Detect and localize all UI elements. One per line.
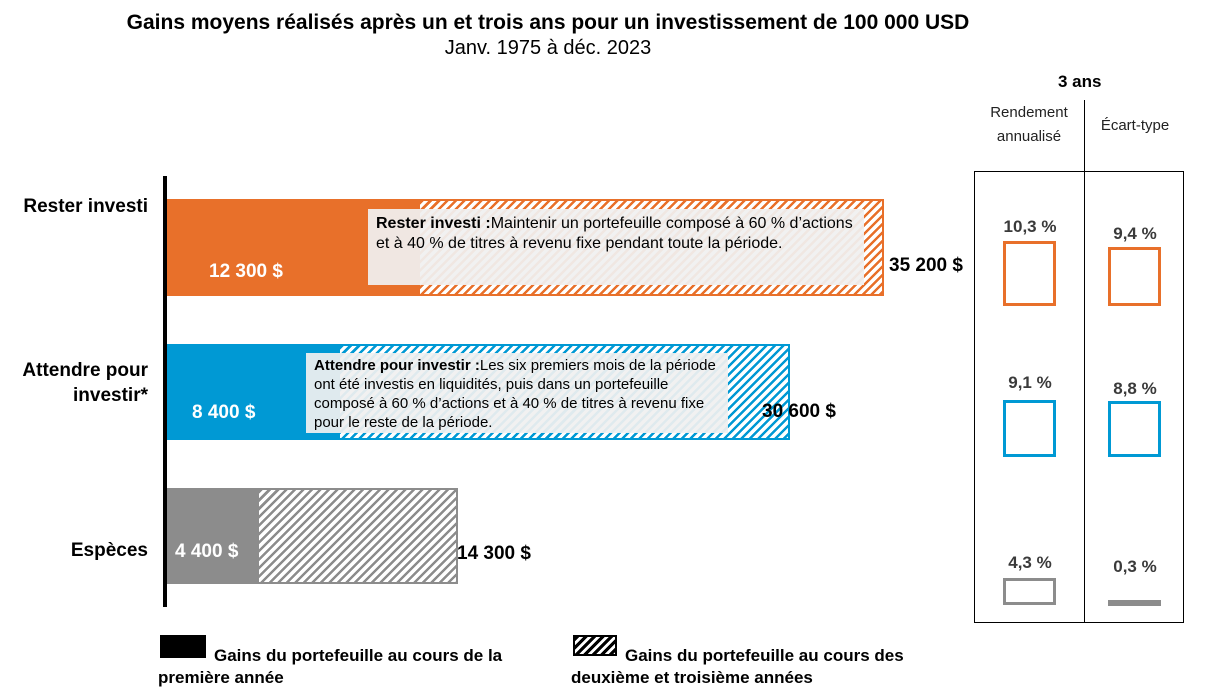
data-label-first-year-rester: 12 300 $ [209,261,283,282]
legend-label-later-years: Gains du portefeuille au cours des deuxi… [571,646,904,687]
annotation-title: Rester investi : [376,215,491,232]
stat-return-box-attendre [1003,399,1056,457]
legend-swatch-hatched [573,635,617,656]
stat-stdev-box-especes [1108,600,1161,606]
annotation-rester-investi: Rester investi :Maintenir un portefeuill… [368,209,864,285]
stat-stdev-label-especes: 0,3 % [1113,557,1157,576]
stat-return-label-especes: 4,3 % [1008,553,1052,572]
stats-column-ecart-type: Écart-type [1100,117,1170,134]
chart-title: Gains moyens réalisés après un et trois … [126,11,970,34]
panel-divider [1084,171,1085,623]
bar-later-years-especes [256,488,459,584]
stat-return-box-rester [1003,241,1056,306]
stats-column-rendement: Rendement annualisé [990,104,1068,145]
bar-especes [167,488,459,584]
stat-return-box-especes [1003,577,1056,605]
category-label-especes: Espèces [70,540,148,561]
bar-first-year-especes [167,488,257,584]
data-label-total-attendre: 30 600 $ [762,401,836,422]
stat-return-label-attendre: 9,1 % [1008,373,1052,392]
annotation-text: Maintenir un portefeuille composé à 60 %… [376,215,853,252]
chart-subtitle: Janv. 1975 à déc. 2023 [444,37,652,59]
stat-stdev-label-rester: 9,4 % [1113,224,1157,243]
stat-return-label-rester: 10,3 % [1003,217,1057,236]
stat-stdev-box-attendre [1108,401,1161,457]
column-divider [1084,100,1085,172]
legend-swatch-solid [160,635,206,658]
stat-stdev-label-attendre: 8,8 % [1113,379,1157,398]
category-label-attendre: Attendre pour investir* [22,360,148,406]
data-label-first-year-especes: 4 400 $ [175,541,239,562]
legend-label-first-year: Gains du portefeuille au cours de la pre… [158,646,503,687]
stat-stdev-box-rester [1108,246,1161,306]
annotation-text: Les six premiers mois de la période ont … [314,357,716,431]
stats-heading: 3 ans [1058,72,1102,91]
y-axis-line [163,176,167,607]
data-label-first-year-attendre: 8 400 $ [192,402,256,423]
data-label-total-especes: 14 300 $ [457,543,531,564]
category-label-rester: Rester investi [23,196,148,217]
stats-panel [974,171,1184,623]
annotation-title: Attendre pour investir : [314,357,480,374]
data-label-total-rester: 35 200 $ [889,255,963,276]
annotation-attendre-pour-investir: Attendre pour investir :Les six premiers… [306,353,728,433]
